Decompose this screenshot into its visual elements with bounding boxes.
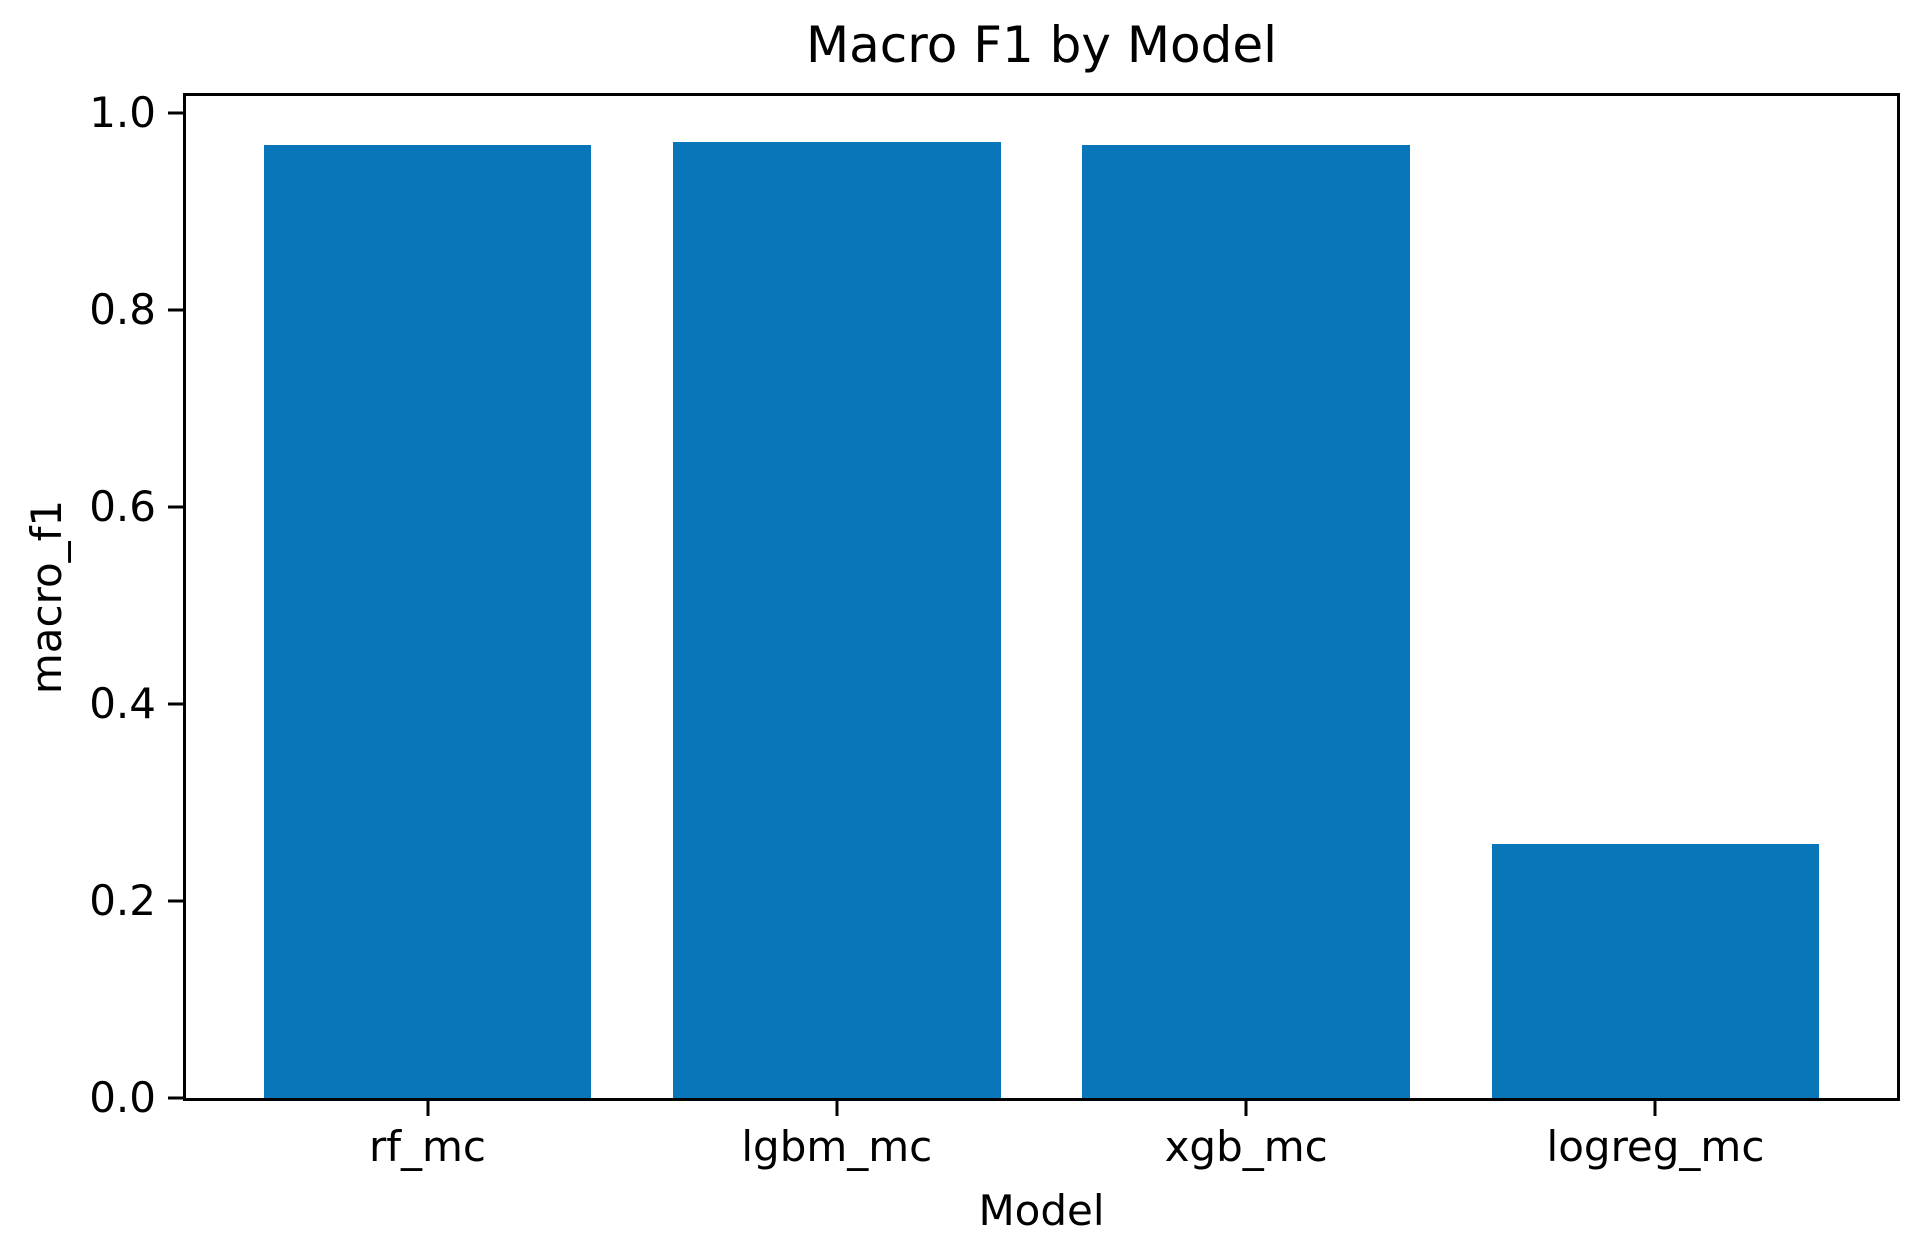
x-axis-label: Model — [978, 1186, 1105, 1235]
x-tick-label-xgb_mc: xgb_mc — [1164, 1122, 1328, 1171]
y-tick-mark — [168, 308, 183, 312]
x-tick-mark — [835, 1101, 839, 1116]
y-axis-label: macro_f1 — [22, 499, 71, 695]
chart-title: Macro F1 by Model — [805, 16, 1278, 74]
bar-lgbm_mc — [673, 142, 1001, 1098]
bar-rf_mc — [263, 145, 592, 1098]
x-tick-mark — [1653, 1101, 1657, 1116]
y-tick-mark — [168, 899, 183, 903]
y-tick-label: 1.0 — [89, 87, 156, 137]
x-tick-label-lgbm_mc: lgbm_mc — [741, 1122, 933, 1171]
y-tick-mark — [168, 1096, 183, 1100]
y-tick-mark — [168, 111, 183, 115]
y-tick-label: 0.4 — [89, 678, 156, 728]
y-tick-label: 0.0 — [89, 1073, 156, 1122]
y-tick-label: 0.2 — [89, 875, 156, 925]
x-tick-mark — [1244, 1101, 1248, 1116]
plot-area: Macro F1 by Model macro_f1 Model 0.0 0.2 0… — [22, 16, 1900, 1232]
y-tick-mark — [168, 505, 183, 509]
bar-logreg_mc — [1491, 843, 1820, 1098]
x-tick-label-rf_mc: rf_mc — [368, 1122, 487, 1171]
x-tick-mark — [426, 1101, 429, 1116]
y-tick-label: 0.6 — [89, 481, 156, 531]
bar-xgb_mc — [1082, 145, 1410, 1098]
y-tick-label: 0.8 — [89, 284, 156, 334]
y-tick-mark — [168, 702, 183, 706]
x-tick-label-logreg_mc: logreg_mc — [1546, 1122, 1765, 1171]
